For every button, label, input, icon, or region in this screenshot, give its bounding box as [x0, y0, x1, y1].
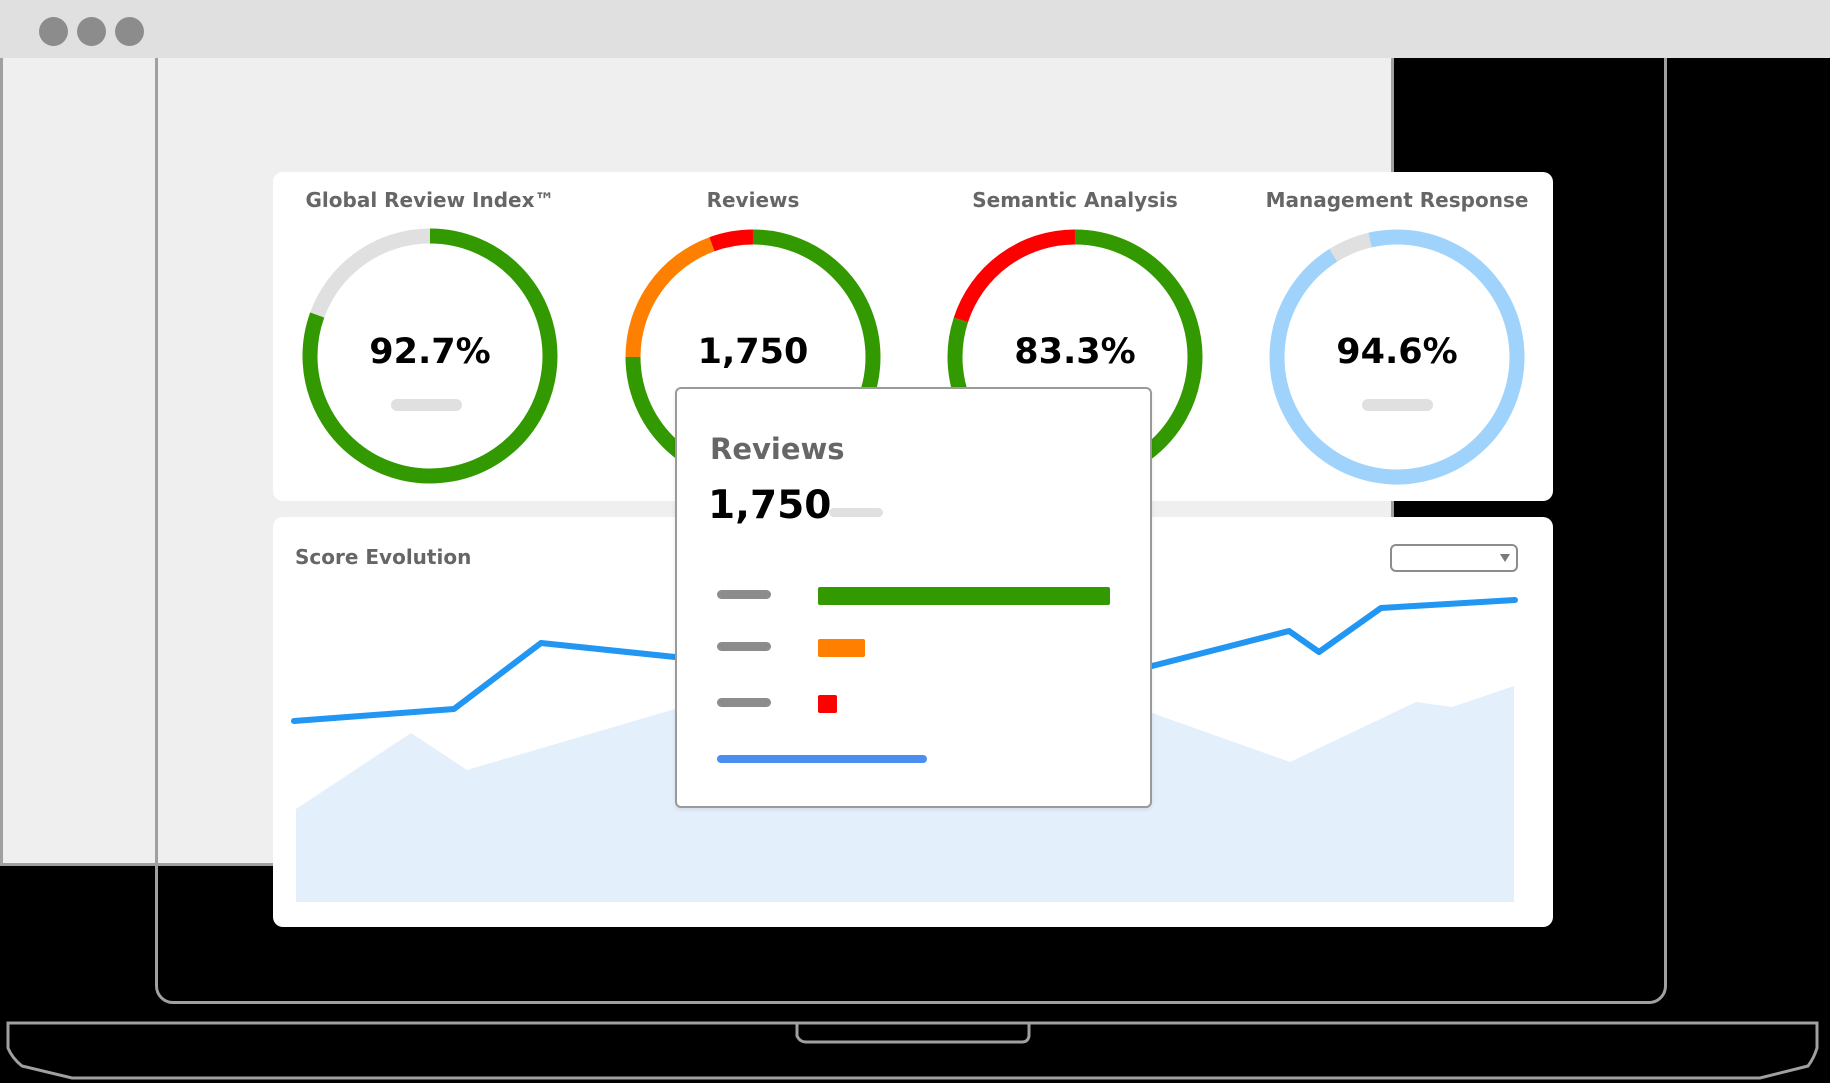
metric-delta-placeholder-global-review-index: [391, 399, 462, 411]
metric-title-management-response: Management Response: [1265, 188, 1529, 212]
title-bar: [0, 0, 1830, 58]
window-maximize-button[interactable]: [115, 17, 144, 46]
chevron-down-icon: [1500, 554, 1510, 562]
laptop-base: [6, 1021, 1819, 1080]
metric-title-reviews: Reviews: [706, 188, 800, 212]
ring-segment: [1368, 229, 1398, 248]
ring-segment: [709, 229, 754, 252]
bar-negative: [818, 695, 837, 713]
popup-value: 1,750: [708, 483, 832, 528]
window-close-button[interactable]: [39, 17, 68, 46]
metric-value-management-response: 94.6%: [1336, 332, 1458, 372]
metric-value-semantic-analysis: 83.3%: [1014, 332, 1136, 372]
ring-segment: [302, 228, 558, 484]
bar-neutral: [818, 639, 865, 657]
legend-label-positive: [717, 590, 771, 599]
metric-title-semantic-analysis: Semantic Analysis: [972, 188, 1178, 212]
legend-label-negative: [717, 698, 771, 707]
popup-title: Reviews: [710, 432, 845, 466]
reviews-tooltip-popup: Reviews 1,750: [675, 387, 1152, 808]
metric-value-global-review-index: 92.7%: [369, 332, 491, 372]
ring-segment: [953, 229, 1076, 323]
metric-title-global-review-index: Global Review Index™: [305, 188, 555, 212]
metric-delta-placeholder-management-response: [1362, 399, 1433, 411]
ring-segment: [1269, 229, 1525, 485]
metric-value-reviews: 1,750: [697, 332, 809, 372]
legend-label-neutral: [717, 642, 771, 651]
ring-segment: [1329, 232, 1372, 262]
window-minimize-button[interactable]: [77, 17, 106, 46]
bar-positive: [818, 587, 1110, 605]
ring-segment: [310, 228, 431, 318]
score-evolution-title: Score Evolution: [295, 545, 472, 569]
popup-summary-bar: [717, 755, 927, 763]
period-dropdown[interactable]: [1390, 544, 1518, 572]
popup-delta-placeholder: [829, 508, 883, 517]
ring-segment: [625, 237, 715, 358]
